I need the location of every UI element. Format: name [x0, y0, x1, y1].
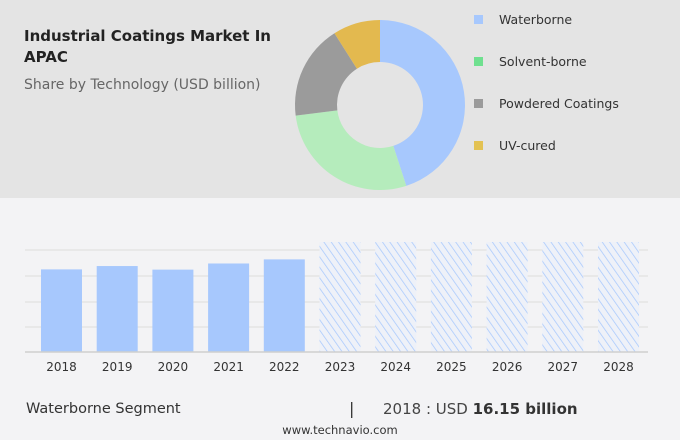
bar-2018 — [41, 269, 82, 352]
forecast-bar-2026 — [486, 242, 528, 352]
x-tick-label: 2027 — [548, 360, 579, 374]
value-amount: 16.15 billion — [472, 400, 578, 418]
legend-swatch — [474, 99, 483, 108]
x-tick-label: 2026 — [492, 360, 523, 374]
x-tick-label: 2020 — [158, 360, 189, 374]
x-tick-label: 2019 — [102, 360, 133, 374]
forecast-bar-2025 — [430, 242, 472, 352]
legend-swatch — [474, 57, 483, 66]
legend-label: Solvent-borne — [499, 54, 587, 69]
donut-slice-uv-cured — [334, 20, 380, 69]
x-tick-label: 2018 — [46, 360, 77, 374]
forecast-bar-2023 — [319, 242, 361, 352]
legend-swatch — [474, 141, 483, 150]
legend-item: Powdered Coatings — [474, 96, 619, 111]
segment-value: 2018 : USD 16.15 billion — [383, 400, 578, 418]
bar-2019 — [96, 266, 138, 352]
x-tick-label: 2025 — [436, 360, 467, 374]
segment-label: Waterborne Segment — [26, 401, 181, 417]
forecast-bar-2028 — [598, 242, 639, 352]
x-tick-label: 2024 — [380, 360, 411, 374]
donut-slice-solvent-borne — [295, 110, 407, 190]
x-tick-label: 2021 — [213, 360, 244, 374]
page-subtitle: Share by Technology (USD billion) — [24, 77, 261, 93]
forecast-bar-2027 — [542, 242, 584, 352]
legend-label: UV-cured — [499, 138, 556, 153]
legend-item: UV-cured — [474, 138, 556, 153]
separator: | — [349, 399, 355, 418]
bar-2020 — [152, 269, 194, 352]
legend-label: Powdered Coatings — [499, 96, 619, 111]
donut-slice-powdered-coatings — [295, 33, 357, 116]
x-tick-label: 2028 — [603, 360, 634, 374]
x-tick-label: 2022 — [269, 360, 300, 374]
donut-slice-waterborne — [380, 20, 466, 186]
bar-2021 — [208, 263, 250, 352]
page-title: Industrial Coatings Market In APAC — [24, 27, 271, 66]
legend-swatch — [474, 15, 483, 24]
donut-chart — [295, 20, 466, 190]
bar-chart: 2018 2019 2020 2021 2022 2023 2024 2025 2026 2027… — [25, 242, 648, 374]
legend-label: Waterborne — [499, 12, 573, 27]
forecast-bar-2024 — [375, 242, 417, 352]
legend-item: Waterborne — [474, 12, 572, 27]
year-label: 2018 : USD — [383, 400, 473, 418]
website: www.technavio.com — [282, 423, 398, 437]
legend-item: Solvent-borne — [474, 54, 587, 69]
x-tick-label: 2023 — [325, 360, 356, 374]
bar-2022 — [263, 259, 305, 352]
